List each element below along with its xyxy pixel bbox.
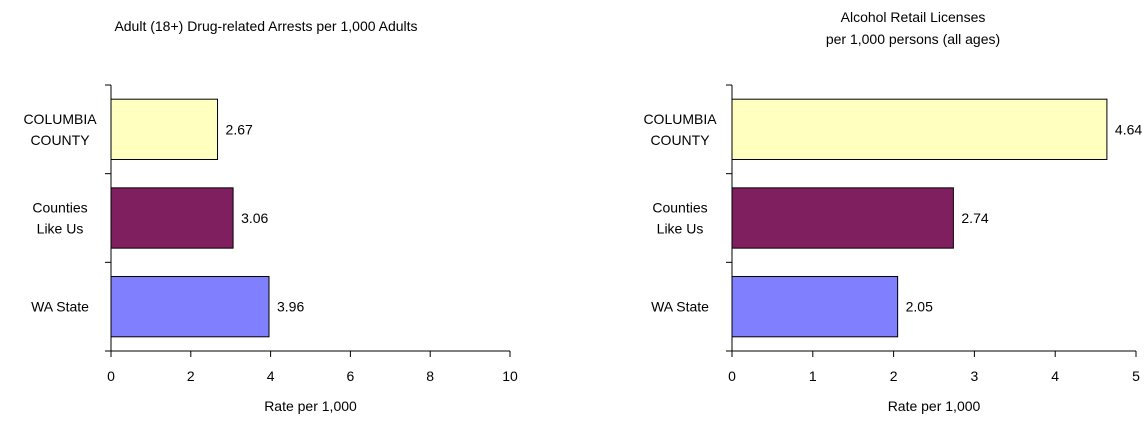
- x-tick-label: 4: [1051, 368, 1059, 384]
- data-label: 2.74: [961, 210, 988, 226]
- bar: [731, 98, 1108, 160]
- category-label: COUNTY: [650, 132, 710, 148]
- chart-title: Alcohol Retail Licenses: [841, 9, 986, 25]
- category-label: WA State: [651, 299, 709, 315]
- chart-title: Adult (18+) Drug-related Arrests per 1,0…: [114, 18, 417, 34]
- bar: [731, 276, 899, 338]
- category-label: Counties: [652, 200, 707, 216]
- data-label: 2.05: [906, 299, 933, 315]
- drug-arrests-chart: Adult (18+) Drug-related Arrests per 1,0…: [23, 18, 518, 414]
- bar: [110, 187, 234, 249]
- bar: [110, 276, 270, 338]
- x-tick-label: 2: [187, 368, 195, 384]
- x-tick-label: 5: [1132, 368, 1140, 384]
- data-label: 4.64: [1115, 121, 1142, 137]
- data-label: 3.06: [241, 210, 268, 226]
- x-tick-label: 4: [267, 368, 275, 384]
- data-label: 3.96: [277, 299, 304, 315]
- x-tick-label: 10: [502, 368, 518, 384]
- category-label: COUNTY: [30, 132, 90, 148]
- category-label: Counties: [32, 200, 87, 216]
- x-tick-label: 0: [107, 368, 115, 384]
- category-label: Like Us: [657, 221, 704, 237]
- x-tick-label: 8: [426, 368, 434, 384]
- bar: [110, 98, 219, 160]
- category-label: COLUMBIA: [23, 111, 97, 127]
- chart-title: per 1,000 persons (all ages): [826, 31, 1000, 47]
- alcohol-licenses-chart: Alcohol Retail Licenses per 1,000 persons…: [643, 9, 1142, 414]
- x-tick-label: 1: [809, 368, 817, 384]
- bar: [731, 187, 954, 249]
- x-axis-label: Rate per 1,000: [264, 398, 357, 414]
- data-label: 2.67: [226, 121, 253, 137]
- category-label: WA State: [31, 299, 89, 315]
- x-tick-label: 6: [347, 368, 355, 384]
- x-tick-label: 0: [728, 368, 736, 384]
- x-tick-label: 2: [890, 368, 898, 384]
- category-label: COLUMBIA: [643, 111, 717, 127]
- x-axis-label: Rate per 1,000: [888, 398, 981, 414]
- category-label: Like Us: [37, 221, 84, 237]
- x-tick-label: 3: [971, 368, 979, 384]
